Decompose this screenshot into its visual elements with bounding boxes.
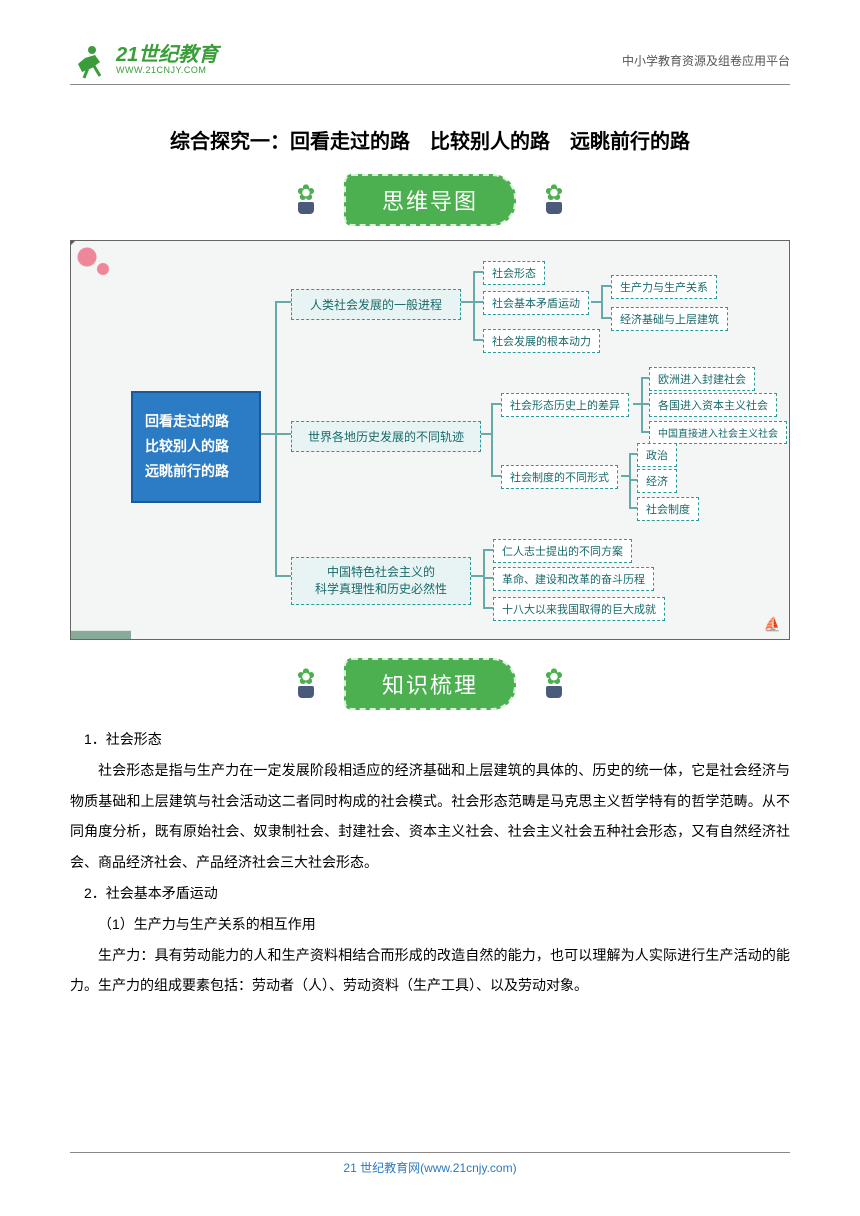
paragraph-2: 生产力：具有劳动能力的人和生产资料相结合而形成的改造自然的能力，也可以理解为人实… xyxy=(70,940,790,1002)
mm-connector xyxy=(641,377,649,379)
plant-icon: ✿ xyxy=(534,670,574,697)
mm-connector xyxy=(483,607,493,609)
banner-knowledge-label: 知识梳理 xyxy=(344,658,516,710)
b1-leaf2: 社会基本矛盾运动 xyxy=(483,291,589,315)
logo-icon xyxy=(70,40,110,80)
logo-url-text: WWW.21CNJY.COM xyxy=(116,65,218,75)
mindmap-diagram: ⛵ 回看走过的路 比较别人的路 远眺前行的路 人类社会发展的一般进程 社会形态 … xyxy=(70,240,790,640)
banner-mindmap: ✿ 思维导图 ✿ xyxy=(70,174,790,226)
b2-leaf2: 社会制度的不同形式 xyxy=(501,465,618,489)
b2-leaf1-s3: 中国直接进入社会主义社会 xyxy=(649,421,787,444)
page-title: 综合探究一：回看走过的路 比较别人的路 远眺前行的路 xyxy=(70,125,790,154)
heading-2-1: （1）生产力与生产关系的相互作用 xyxy=(70,909,790,940)
mm-connector xyxy=(471,575,483,577)
b2-leaf1-s1: 欧洲进入封建社会 xyxy=(649,367,755,391)
mm-connector xyxy=(491,403,493,477)
b2-leaf2-s1: 政治 xyxy=(637,443,677,467)
b1-leaf2-s1: 生产力与生产关系 xyxy=(611,275,717,299)
b1-leaf3: 社会发展的根本动力 xyxy=(483,329,600,353)
mm-connector xyxy=(621,475,629,477)
b2-leaf2-s2: 经济 xyxy=(637,469,677,493)
mm-connector xyxy=(641,403,649,405)
page-footer: 21 世纪教育网(www.21cnjy.com) xyxy=(70,1152,790,1176)
mm-connector xyxy=(641,431,649,433)
mm-connector xyxy=(275,433,291,435)
paragraph-1: 社会形态是指与生产力在一定发展阶段相适应的经济基础和上层建筑的具体的、历史的统一… xyxy=(70,755,790,878)
mm-connector xyxy=(483,577,493,579)
b3-leaf3: 十八大以来我国取得的巨大成就 xyxy=(493,597,665,621)
mm-connector xyxy=(601,285,611,287)
logo: 21世纪教育 WWW.21CNJY.COM xyxy=(70,40,218,80)
b2-leaf2-s3: 社会制度 xyxy=(637,497,699,521)
plant-icon: ✿ xyxy=(286,186,326,213)
banner-mindmap-label: 思维导图 xyxy=(344,174,516,226)
mm-connector xyxy=(601,317,611,319)
plant-icon: ✿ xyxy=(534,186,574,213)
mm-connector xyxy=(481,433,491,435)
mm-connector xyxy=(629,507,637,509)
b1-leaf1: 社会形态 xyxy=(483,261,545,285)
b3-leaf2: 革命、建设和改革的奋斗历程 xyxy=(493,567,654,591)
b2-leaf1-s2: 各国进入资本主义社会 xyxy=(649,393,777,417)
b2-leaf1: 社会形态历史上的差异 xyxy=(501,393,629,417)
mm-connector xyxy=(629,453,631,509)
mm-connector xyxy=(473,271,483,273)
root-line1: 回看走过的路 xyxy=(145,409,247,434)
header-right-text: 中小学教育资源及组卷应用平台 xyxy=(622,52,790,69)
b3-leaf1: 仁人志士提出的不同方案 xyxy=(493,539,632,563)
mm-connector xyxy=(591,301,601,303)
mindmap-branch3: 中国特色社会主义的 科学真理性和历史必然性 xyxy=(291,557,471,605)
mm-connector xyxy=(601,285,603,319)
mm-connector xyxy=(633,403,641,405)
boat-icon: ⛵ xyxy=(764,616,781,633)
mm-connector xyxy=(461,301,473,303)
page-header: 21世纪教育 WWW.21CNJY.COM 中小学教育资源及组卷应用平台 xyxy=(70,40,790,85)
mm-connector xyxy=(483,549,485,609)
mm-connector xyxy=(473,339,483,341)
mm-connector xyxy=(491,475,501,477)
mm-connector xyxy=(261,433,275,435)
plant-icon: ✿ xyxy=(286,670,326,697)
mm-connector xyxy=(483,549,493,551)
logo-text-wrap: 21世纪教育 WWW.21CNJY.COM xyxy=(116,45,218,75)
branch3-l1: 中国特色社会主义的 xyxy=(302,564,460,581)
b1-leaf2-s2: 经济基础与上层建筑 xyxy=(611,307,728,331)
mindmap-branch2: 世界各地历史发展的不同轨迹 xyxy=(291,421,481,452)
mm-connector xyxy=(275,575,291,577)
mindmap-branch1: 人类社会发展的一般进程 xyxy=(291,289,461,320)
mm-connector xyxy=(629,453,637,455)
mm-connector xyxy=(473,271,475,341)
mindmap-root: 回看走过的路 比较别人的路 远眺前行的路 xyxy=(131,391,261,503)
mm-connector xyxy=(275,301,291,303)
root-line3: 远眺前行的路 xyxy=(145,459,247,484)
heading-2: 2．社会基本矛盾运动 xyxy=(70,878,790,909)
mm-connector xyxy=(641,377,643,433)
heading-1: 1．社会形态 xyxy=(70,724,790,755)
branch3-l2: 科学真理性和历史必然性 xyxy=(302,581,460,598)
banner-knowledge: ✿ 知识梳理 ✿ xyxy=(70,658,790,710)
mm-connector xyxy=(629,479,637,481)
mm-connector xyxy=(275,301,277,577)
mm-connector xyxy=(473,301,483,303)
logo-main-text: 21世纪教育 xyxy=(116,45,218,65)
root-line2: 比较别人的路 xyxy=(145,434,247,459)
body-text: 1．社会形态 社会形态是指与生产力在一定发展阶段相适应的经济基础和上层建筑的具体… xyxy=(70,724,790,1001)
mm-connector xyxy=(491,403,501,405)
